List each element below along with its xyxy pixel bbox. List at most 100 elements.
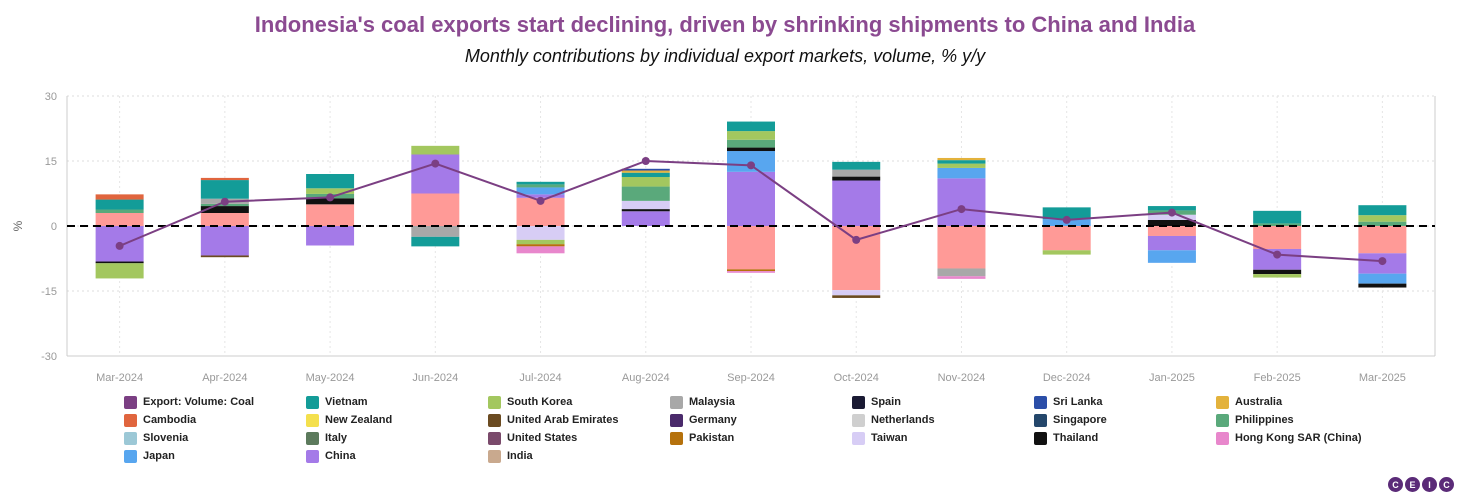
legend-item[interactable]: Export: Volume: Coal <box>124 394 254 410</box>
x-tick-label: Oct-2024 <box>834 372 879 384</box>
bar-segment-japan <box>1147 250 1196 263</box>
legend-item[interactable]: Cambodia <box>124 412 196 428</box>
bar-segment-india <box>1253 226 1302 249</box>
legend-item[interactable]: United States <box>488 430 577 446</box>
legend-item[interactable]: China <box>306 448 356 464</box>
bar-segment-india <box>95 213 144 226</box>
legend-swatch <box>488 449 501 463</box>
legend-label: Slovenia <box>143 432 189 444</box>
bar-segment-vietnam <box>1358 205 1407 216</box>
total-line-point <box>747 161 755 170</box>
bar-segment-vietnam <box>1147 206 1196 211</box>
legend-swatch <box>306 449 319 463</box>
bar-segment-south-korea <box>1042 250 1091 255</box>
bar-segment-vietnam <box>1253 210 1302 224</box>
bar-segment-india <box>727 226 775 270</box>
x-tick-label: Apr-2024 <box>202 372 247 384</box>
legend-item[interactable]: Singapore <box>1034 412 1107 428</box>
legend-item[interactable]: New Zealand <box>306 412 392 428</box>
x-tick-label: Sep-2024 <box>727 372 775 384</box>
bar-segment-south-korea <box>937 163 986 168</box>
x-tick-label: Jul-2024 <box>519 372 561 384</box>
legend-label: Italy <box>325 432 348 444</box>
legend-swatch <box>1034 395 1047 409</box>
legend-item[interactable]: Japan <box>124 448 175 464</box>
legend-item[interactable]: United Arab Emirates <box>488 412 618 428</box>
legend-label: Cambodia <box>143 414 197 426</box>
legend-label: United States <box>507 432 578 444</box>
bar-segment-philippines <box>95 209 144 213</box>
bar-segment-south-korea <box>621 177 670 187</box>
legend-item[interactable]: Spain <box>852 394 901 410</box>
legend-item[interactable]: South Korea <box>488 394 572 410</box>
bar-segment-philippines <box>621 186 670 201</box>
bar-segment-china <box>200 226 249 256</box>
logo-letter: C <box>1439 477 1454 492</box>
legend-item[interactable]: Thailand <box>1034 430 1098 446</box>
bar-segment-thailand <box>1253 269 1302 275</box>
bar-segment-philippines <box>516 184 565 188</box>
bar-segment-thailand <box>832 176 881 181</box>
total-line-point <box>431 159 440 168</box>
y-axis-label: % <box>11 220 25 231</box>
legend-item[interactable]: Malaysia <box>670 394 735 410</box>
legend-label: Singapore <box>1053 414 1107 426</box>
legend-item[interactable]: India <box>488 448 533 464</box>
bar-segment-japan <box>516 187 565 195</box>
bar-segment-china <box>937 178 986 226</box>
bar-segment-south-korea <box>727 131 775 140</box>
bar-segment-taiwan <box>1147 214 1196 220</box>
bar-segment-vietnam <box>411 236 460 247</box>
bar-segment-south-korea <box>306 188 355 194</box>
bar-segment-taiwan <box>832 290 881 296</box>
bar-segment-japan <box>937 167 986 179</box>
legend-label: South Korea <box>507 396 573 408</box>
legend-swatch <box>124 395 137 409</box>
legend-item[interactable]: Germany <box>670 412 737 428</box>
bar-segment-australia <box>937 157 986 161</box>
bar-segment-vietnam <box>95 199 144 210</box>
legend-swatch <box>488 431 501 445</box>
legend-label: China <box>325 450 356 462</box>
legend-swatch <box>306 413 319 427</box>
legend-swatch <box>1216 413 1229 427</box>
bar-segment-south-korea <box>411 145 460 155</box>
bar-segment-hong-kong-sar-china- <box>937 276 986 279</box>
bar-segment-south-korea <box>95 263 144 279</box>
legend-item[interactable]: Pakistan <box>670 430 734 446</box>
x-tick-label: Nov-2024 <box>938 372 986 384</box>
legend-item[interactable]: Australia <box>1216 394 1282 410</box>
legend-item[interactable]: Taiwan <box>852 430 907 446</box>
legend-label: Netherlands <box>871 414 935 426</box>
legend-item[interactable]: Slovenia <box>124 430 188 446</box>
bar-segment-thailand <box>95 261 144 264</box>
legend-swatch <box>852 413 865 427</box>
legend-label: Germany <box>689 414 737 426</box>
bar-segment-south-korea <box>1253 274 1302 278</box>
bar-segment-malaysia <box>832 169 881 177</box>
legend-swatch <box>306 395 319 409</box>
legend-item[interactable]: Italy <box>306 430 347 446</box>
legend-swatch <box>1034 413 1047 427</box>
legend-swatch <box>306 431 319 445</box>
legend-item[interactable]: Netherlands <box>852 412 935 428</box>
bar-segment-philippines <box>1358 221 1407 226</box>
legend-swatch <box>852 395 865 409</box>
legend-item[interactable]: Hong Kong SAR (China) <box>1216 430 1361 446</box>
bar-segment-india <box>200 213 249 226</box>
x-tick-label: Mar-2025 <box>1359 372 1406 384</box>
bar-segment-south-korea <box>1358 215 1407 222</box>
bar-segment-thailand <box>621 209 670 212</box>
bar-segment-australia <box>621 170 670 173</box>
legend-label: Sri Lanka <box>1053 396 1103 408</box>
legend-label: Philippines <box>1235 414 1294 426</box>
legend-item[interactable]: Philippines <box>1216 412 1294 428</box>
bar-segment-united-arab-emirates <box>200 255 249 258</box>
legend-swatch <box>1216 395 1229 409</box>
legend-item[interactable]: Vietnam <box>306 394 368 410</box>
total-line-point <box>641 157 650 165</box>
x-tick-label: Jun-2024 <box>412 372 458 384</box>
bar-segment-vietnam <box>937 160 986 164</box>
x-tick-label: Feb-2025 <box>1254 372 1301 384</box>
legend-item[interactable]: Sri Lanka <box>1034 394 1103 410</box>
